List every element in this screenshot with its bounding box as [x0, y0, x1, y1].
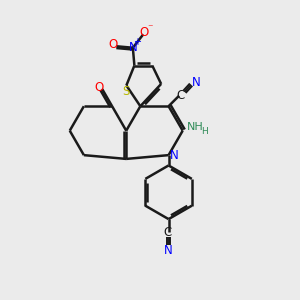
Text: NH: NH: [187, 122, 204, 132]
Text: N: N: [192, 76, 200, 89]
Text: C: C: [164, 226, 172, 239]
Text: N: N: [128, 41, 137, 54]
Text: +: +: [133, 37, 141, 47]
Text: S: S: [122, 85, 130, 98]
Text: N: N: [164, 244, 173, 257]
Text: C: C: [176, 88, 185, 102]
Text: H: H: [201, 128, 208, 136]
Text: O: O: [139, 26, 148, 39]
Text: O: O: [108, 38, 118, 51]
Text: O: O: [94, 80, 103, 94]
Text: ⁻: ⁻: [147, 23, 152, 33]
Text: N: N: [169, 148, 178, 162]
